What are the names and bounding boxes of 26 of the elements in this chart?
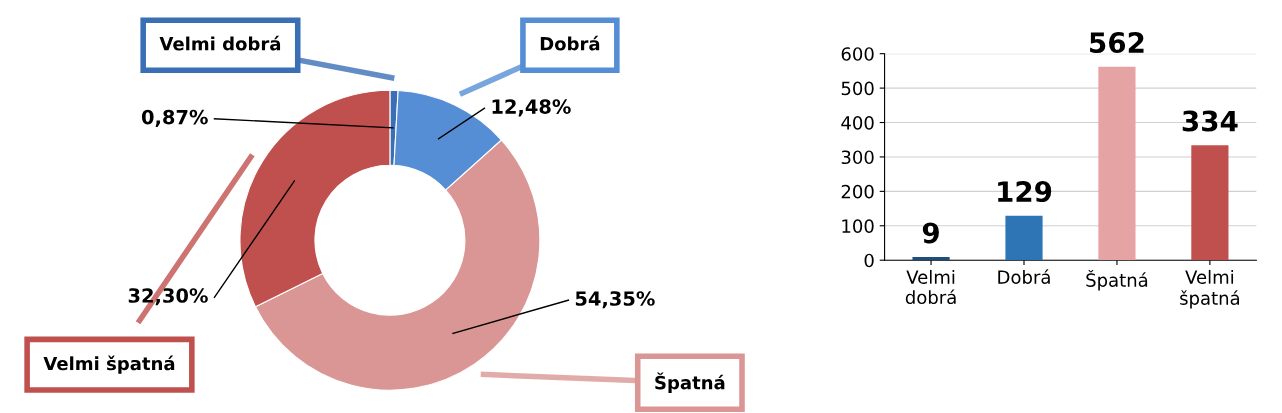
data-label: 562 bbox=[1090, 32, 1144, 54]
x-tick-label: Špatná bbox=[1086, 269, 1148, 291]
data-label: 334 bbox=[1182, 110, 1238, 132]
x-tick-label: Velmi špatná bbox=[1180, 269, 1240, 309]
slice-label: Velmi špatná bbox=[43, 355, 175, 374]
data-label: 54,35% bbox=[575, 291, 655, 309]
y-tick-label: 600 bbox=[841, 47, 874, 61]
data-label: 0,87% bbox=[141, 109, 208, 127]
slice-label: Velmi dobrá bbox=[159, 35, 281, 51]
y-tick-label: 200 bbox=[841, 184, 874, 199]
bar bbox=[1191, 145, 1229, 261]
bar bbox=[1098, 66, 1136, 261]
y-tick-label: 500 bbox=[841, 81, 874, 96]
x-tick-label: Dobrá bbox=[998, 269, 1050, 284]
y-tick-label: 300 bbox=[841, 150, 874, 165]
x-tick-label: Velmi dobrá bbox=[905, 269, 956, 305]
data-label: 129 bbox=[998, 181, 1052, 203]
slice-label: Špatná bbox=[655, 372, 725, 393]
data-label: 12,48% bbox=[492, 99, 571, 117]
data-label: 9 bbox=[922, 222, 939, 244]
y-tick-label: 0 bbox=[864, 253, 874, 268]
bar bbox=[912, 257, 950, 261]
slice-label: Dobrá bbox=[540, 35, 600, 51]
y-tick-label: 400 bbox=[841, 115, 874, 130]
y-tick-label: 100 bbox=[842, 219, 874, 233]
bar bbox=[1005, 215, 1043, 261]
